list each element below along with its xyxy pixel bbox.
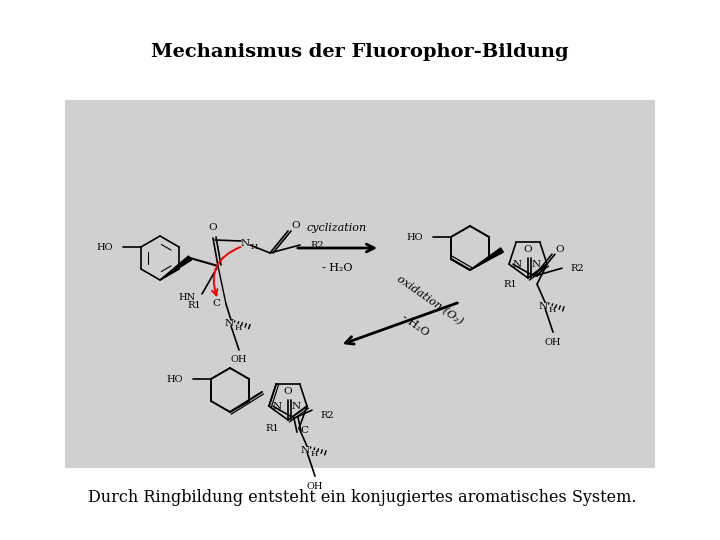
Text: C: C [300,426,308,435]
Text: C: C [212,299,220,307]
Text: H: H [549,306,556,314]
Text: R2: R2 [310,240,323,249]
Bar [65,100,655,468]
Text: N: N [513,260,522,269]
Text: H: H [310,450,318,458]
Text: H: H [251,243,258,251]
Text: N: N [292,402,301,411]
Text: HO: HO [407,233,423,241]
Text: N: N [273,402,282,411]
Text: N: N [532,260,541,269]
Text: R1: R1 [266,424,279,433]
Polygon shape [470,248,503,270]
Text: O: O [209,224,217,233]
Text: N: N [225,320,233,328]
Text: cyclization: cyclization [307,223,367,233]
Text: OH: OH [545,338,562,347]
Text: OH: OH [230,355,247,364]
Text: - H₂O: - H₂O [400,312,431,338]
Text: HN: HN [179,294,196,302]
Text: O: O [523,246,532,254]
Text: R2: R2 [570,264,584,273]
Text: H: H [234,324,242,332]
Text: HO: HO [96,242,113,252]
Text: Durch Ringbildung entsteht ein konjugiertes aromatisches System.: Durch Ringbildung entsteht ein konjugier… [88,489,636,505]
Text: O: O [556,245,564,254]
Text: R1: R1 [503,280,517,289]
Text: O: O [284,388,292,396]
Text: N: N [300,446,310,455]
Text: O: O [292,221,300,231]
Polygon shape [160,256,192,280]
Text: N: N [240,239,250,247]
Text: Mechanismus der Fluorophor-Bildung: Mechanismus der Fluorophor-Bildung [151,43,569,61]
FancyArrowPatch shape [212,247,240,295]
Text: - H₂O: - H₂O [322,263,352,273]
Text: R2: R2 [320,411,333,420]
Text: HO: HO [166,375,183,383]
Text: R1: R1 [187,301,201,310]
Text: N: N [539,302,548,310]
Text: oxidation (O₂): oxidation (O₂) [395,273,465,327]
Text: OH: OH [307,482,323,491]
